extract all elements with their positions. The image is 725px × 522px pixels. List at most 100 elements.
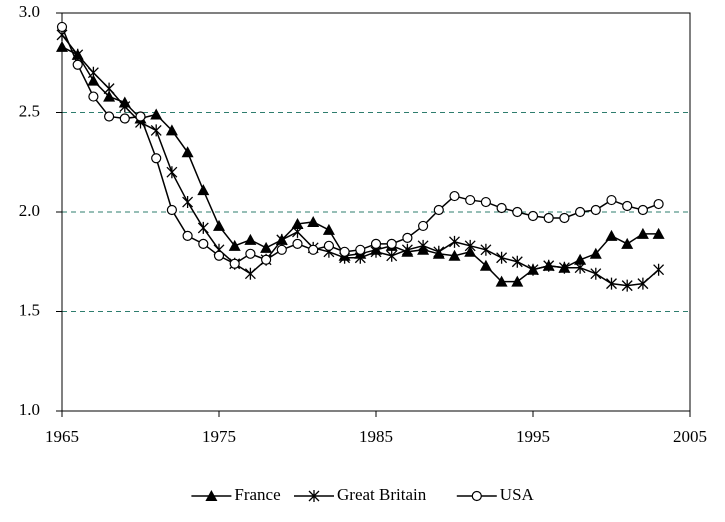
marker-triangle (56, 40, 68, 52)
marker-circle (151, 153, 162, 164)
marker-asterisk (197, 221, 209, 234)
marker-circle (103, 111, 115, 122)
x-tick-label: 1985 (359, 427, 393, 446)
marker-asterisk (103, 82, 115, 95)
y-tick-label: 2.0 (19, 201, 40, 220)
marker-circle (135, 111, 146, 122)
marker-triangle (448, 249, 461, 261)
marker-triangle (213, 219, 225, 231)
marker-circle (527, 210, 539, 222)
marker-asterisk (417, 239, 429, 252)
marker-triangle (574, 253, 587, 265)
marker-triangle (260, 241, 273, 253)
marker-asterisk (511, 255, 523, 268)
y-tick-label: 1.0 (19, 400, 40, 419)
x-tick-label: 2005 (673, 427, 707, 446)
y-tick-label: 1.5 (19, 300, 40, 319)
marker-asterisk (574, 261, 586, 274)
marker-circle (480, 196, 491, 208)
marker-triangle (322, 223, 335, 235)
marker-circle (166, 204, 177, 216)
marker-asterisk (527, 263, 539, 276)
marker-asterisk (386, 249, 398, 262)
marker-circle (653, 198, 664, 210)
marker-asterisk (308, 490, 320, 502)
marker-circle (72, 59, 83, 70)
marker-asterisk (119, 100, 131, 113)
marker-circle (418, 220, 429, 232)
marker-triangle (181, 146, 194, 158)
marker-triangle (636, 227, 649, 239)
legend-label: USA (500, 485, 535, 504)
marker-circle (213, 250, 225, 261)
marker-circle (119, 113, 130, 124)
x-tick-label: 1965 (45, 427, 79, 446)
series-line (61, 26, 659, 265)
y-tick-label: 3.0 (19, 2, 40, 21)
marker-asterisk (464, 239, 476, 252)
marker-circle (56, 21, 68, 33)
marker-circle (292, 238, 303, 249)
marker-asterisk (182, 196, 194, 209)
marker-asterisk (401, 243, 413, 256)
marker-circle (512, 206, 523, 218)
plot-frame (61, 12, 691, 412)
marker-triangle (228, 239, 241, 251)
series (56, 21, 664, 269)
marker-triangle (589, 247, 602, 259)
marker-circle (182, 230, 193, 241)
marker-circle (245, 248, 256, 259)
marker-circle (308, 244, 319, 255)
marker-circle (386, 238, 397, 249)
marker-triangle (495, 275, 508, 287)
marker-triangle (479, 259, 492, 271)
y-tick-label: 2.5 (19, 101, 40, 120)
marker-asterisk (449, 235, 460, 248)
marker-circle (276, 244, 287, 255)
marker-asterisk (558, 261, 570, 274)
marker-asterisk (590, 267, 602, 280)
marker-asterisk (276, 233, 288, 246)
marker-triangle (197, 184, 210, 196)
marker-circle (88, 91, 99, 102)
marker-circle (496, 202, 507, 214)
marker-circle (370, 238, 382, 249)
marker-triangle (205, 490, 218, 501)
marker-triangle (87, 74, 100, 86)
marker-circle (433, 204, 444, 216)
marker-triangle (291, 217, 304, 229)
legend-label: France (234, 485, 280, 504)
marker-circle (465, 194, 476, 206)
marker-asterisk (87, 66, 99, 79)
x-tick-label: 1995 (516, 427, 550, 446)
marker-circle (471, 490, 482, 502)
marker-asterisk (637, 277, 649, 290)
marker-circle (449, 190, 460, 202)
marker-circle (323, 240, 334, 251)
marker-circle (606, 194, 617, 206)
x-tick-label: 1975 (202, 427, 236, 446)
marker-asterisk (244, 267, 256, 280)
legend-label: Great Britain (337, 485, 427, 504)
marker-circle (198, 238, 209, 249)
marker-triangle (244, 233, 257, 245)
marker-circle (622, 200, 633, 212)
marker-asterisk (433, 245, 445, 258)
marker-asterisk (496, 251, 508, 264)
marker-triangle (511, 275, 524, 287)
marker-circle (355, 244, 366, 255)
marker-triangle (652, 227, 665, 239)
marker-asterisk (480, 243, 492, 256)
marker-triangle (150, 108, 163, 120)
marker-circle (543, 212, 554, 224)
marker-triangle (307, 215, 320, 227)
marker-triangle (605, 229, 618, 241)
marker-asterisk (543, 259, 555, 272)
marker-asterisk (292, 225, 303, 238)
marker-triangle (103, 90, 116, 102)
marker-triangle (165, 124, 178, 136)
marker-asterisk (653, 263, 665, 276)
marker-circle (637, 204, 649, 216)
marker-asterisk (621, 279, 633, 292)
